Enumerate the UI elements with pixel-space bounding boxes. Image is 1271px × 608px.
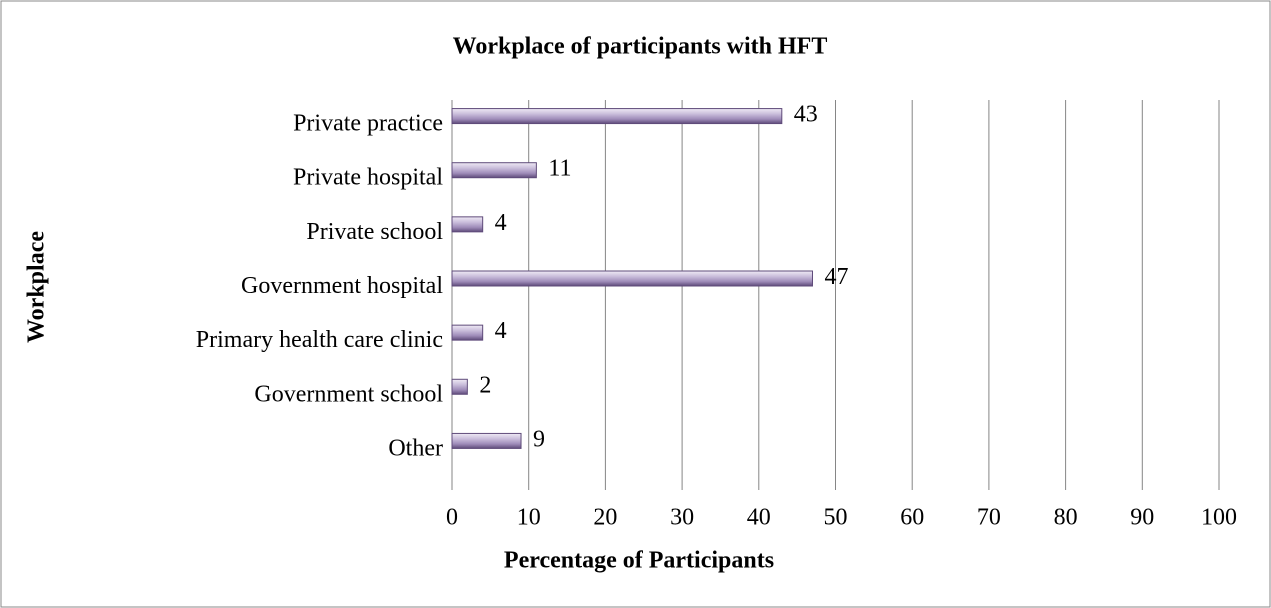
x-axis-label: Percentage of Participants (504, 548, 774, 574)
data-label: 11 (548, 156, 571, 182)
y-tick-label: Private practice (293, 111, 443, 137)
y-tick-label: Government hospital (241, 273, 443, 299)
x-tick-label: 50 (824, 505, 848, 531)
bar (451, 378, 468, 395)
data-label: 47 (824, 264, 848, 290)
y-tick-label: Primary health care clinic (196, 327, 443, 353)
y-tick-label: Private school (306, 219, 443, 245)
y-tick-label: Private hospital (293, 165, 443, 191)
data-label: 2 (479, 372, 491, 398)
bar (451, 432, 522, 449)
x-tick-label: 70 (977, 505, 1001, 531)
y-tick-label: Other (388, 435, 443, 461)
x-tick-label: 80 (1054, 505, 1078, 531)
y-tick-label: Government school (254, 381, 443, 407)
data-label: 43 (794, 102, 818, 128)
bar (451, 108, 783, 125)
x-tick-label: 20 (593, 505, 617, 531)
chart-title: Workplace of participants with HFT (453, 34, 828, 60)
bar (451, 324, 484, 341)
x-tick-label: 100 (1201, 505, 1237, 531)
data-label: 9 (533, 426, 545, 452)
bar (451, 270, 813, 287)
y-axis-label: Workplace (24, 231, 50, 343)
x-tick-label: 0 (446, 505, 458, 531)
data-label: 4 (495, 318, 507, 344)
bar (451, 216, 484, 233)
x-tick-label: 60 (900, 505, 924, 531)
bar (451, 162, 537, 179)
x-tick-label: 90 (1130, 505, 1154, 531)
x-tick-label: 40 (747, 505, 771, 531)
x-tick-label: 10 (517, 505, 541, 531)
x-tick-label: 30 (670, 505, 694, 531)
data-label: 4 (495, 210, 507, 236)
